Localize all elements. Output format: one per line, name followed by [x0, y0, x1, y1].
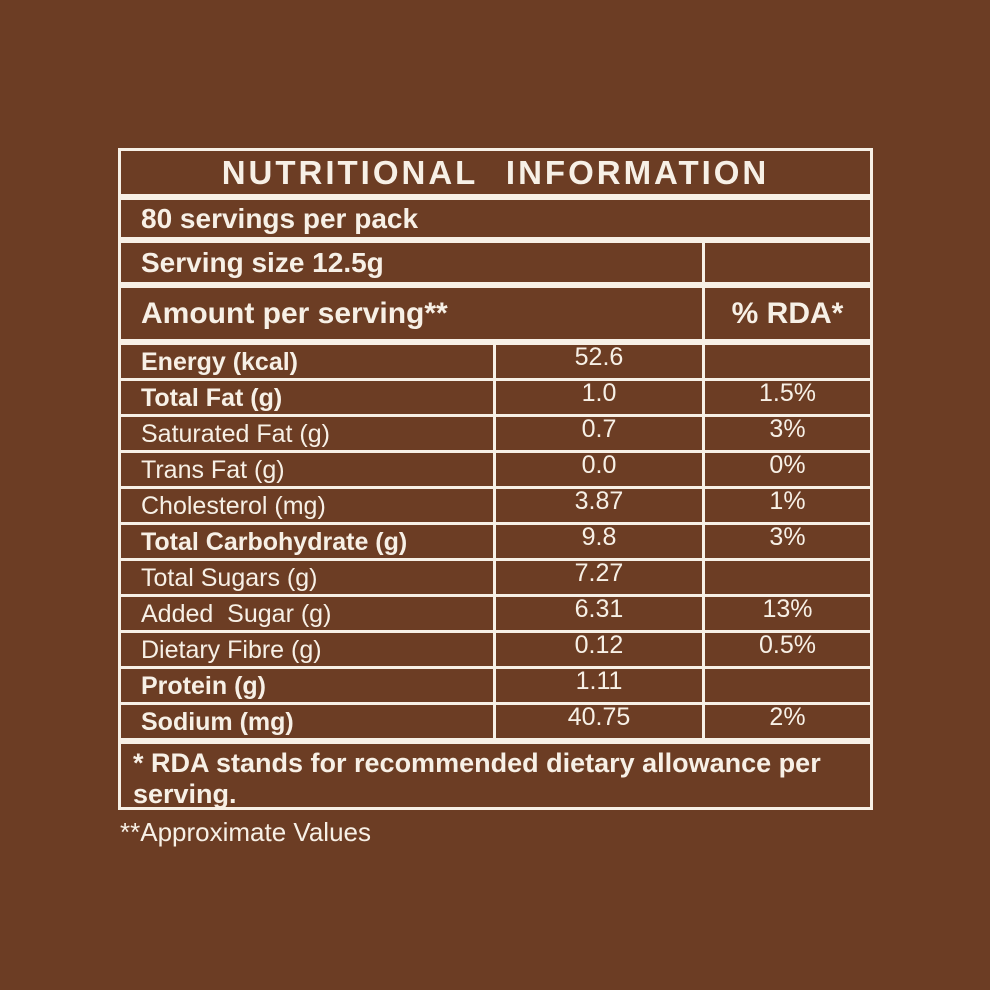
- table-row-total-carbohydrate: Total Carbohydrate (g) 9.8 3%: [121, 522, 870, 558]
- nutrient-rda: 0%: [702, 453, 870, 486]
- nutrient-amount: 1.0: [493, 381, 702, 414]
- serving-size-text: Serving size 12.5g: [141, 246, 384, 278]
- table-row-trans-fat: Trans Fat (g) 0.0 0%: [121, 450, 870, 486]
- nutrient-rda: 3%: [702, 525, 870, 558]
- servings-per-pack-row: 80 servings per pack: [118, 197, 873, 240]
- page-title: NUTRITIONAL INFORMATION: [221, 153, 770, 191]
- table-header-row: Amount per serving** % RDA*: [118, 285, 873, 342]
- nutrient-amount: 52.6: [493, 345, 702, 378]
- nutrient-label: Total Carbohydrate (g): [141, 528, 408, 556]
- nutrient-label: Total Fat (g): [141, 384, 283, 412]
- nutrient-label: Added Sugar (g): [141, 600, 332, 628]
- title-row: NUTRITIONAL INFORMATION: [118, 148, 873, 197]
- serving-size-row: Serving size 12.5g: [118, 240, 873, 285]
- nutrient-rda: 13%: [702, 597, 870, 630]
- nutrient-label: Trans Fat (g): [141, 456, 285, 484]
- serving-size-empty-cell: [702, 243, 870, 282]
- approximate-values-note: **Approximate Values: [120, 817, 371, 847]
- nutrient-label: Total Sugars (g): [141, 564, 318, 592]
- table-row-total-fat: Total Fat (g) 1.0 1.5%: [121, 378, 870, 414]
- rda-footnote: * RDA stands for recommended dietary all…: [118, 741, 873, 810]
- nutrient-rda: 1%: [702, 489, 870, 522]
- nutrient-rda: 3%: [702, 417, 870, 450]
- table-row-protein: Protein (g) 1.11: [121, 666, 870, 702]
- table-row-energy: Energy (kcal) 52.6: [121, 345, 870, 378]
- nutrient-amount: 0.7: [493, 417, 702, 450]
- nutrient-amount: 7.27: [493, 561, 702, 594]
- nutrient-label: Dietary Fibre (g): [141, 636, 322, 664]
- servings-per-pack-text: 80 servings per pack: [141, 202, 419, 234]
- nutrient-label: Saturated Fat (g): [141, 420, 330, 448]
- rda-footnote-text: * RDA stands for recommended dietary all…: [133, 748, 821, 809]
- table-row-cholesterol: Cholesterol (mg) 3.87 1%: [121, 486, 870, 522]
- nutrient-table: Energy (kcal) 52.6 Total Fat (g) 1.0 1.5…: [118, 342, 873, 741]
- nutrient-amount: 3.87: [493, 489, 702, 522]
- table-row-dietary-fibre: Dietary Fibre (g) 0.12 0.5%: [121, 630, 870, 666]
- table-row-saturated-fat: Saturated Fat (g) 0.7 3%: [121, 414, 870, 450]
- nutrient-rda: 1.5%: [702, 381, 870, 414]
- table-row-sodium: Sodium (mg) 40.75 2%: [121, 702, 870, 738]
- nutrition-label: NUTRITIONAL INFORMATION 80 servings per …: [118, 148, 873, 810]
- nutrient-label: Protein (g): [141, 672, 266, 700]
- nutrient-rda: [702, 345, 870, 378]
- nutrient-amount: 0.0: [493, 453, 702, 486]
- nutrient-label: Sodium (mg): [141, 708, 294, 736]
- table-row-total-sugars: Total Sugars (g) 7.27: [121, 558, 870, 594]
- nutrient-amount: 9.8: [493, 525, 702, 558]
- nutrient-rda: [702, 669, 870, 702]
- nutrient-label: Energy (kcal): [141, 348, 299, 376]
- nutrient-rda: 0.5%: [702, 633, 870, 666]
- rda-header: % RDA*: [702, 288, 870, 339]
- nutrient-label: Cholesterol (mg): [141, 492, 326, 520]
- nutrient-rda: 2%: [702, 705, 870, 738]
- amount-per-serving-header: Amount per serving**: [141, 296, 448, 330]
- nutrient-amount: 0.12: [493, 633, 702, 666]
- nutrient-amount: 40.75: [493, 705, 702, 738]
- nutrient-rda: [702, 561, 870, 594]
- nutrient-amount: 1.11: [493, 669, 702, 702]
- table-row-added-sugar: Added Sugar (g) 6.31 13%: [121, 594, 870, 630]
- nutrient-amount: 6.31: [493, 597, 702, 630]
